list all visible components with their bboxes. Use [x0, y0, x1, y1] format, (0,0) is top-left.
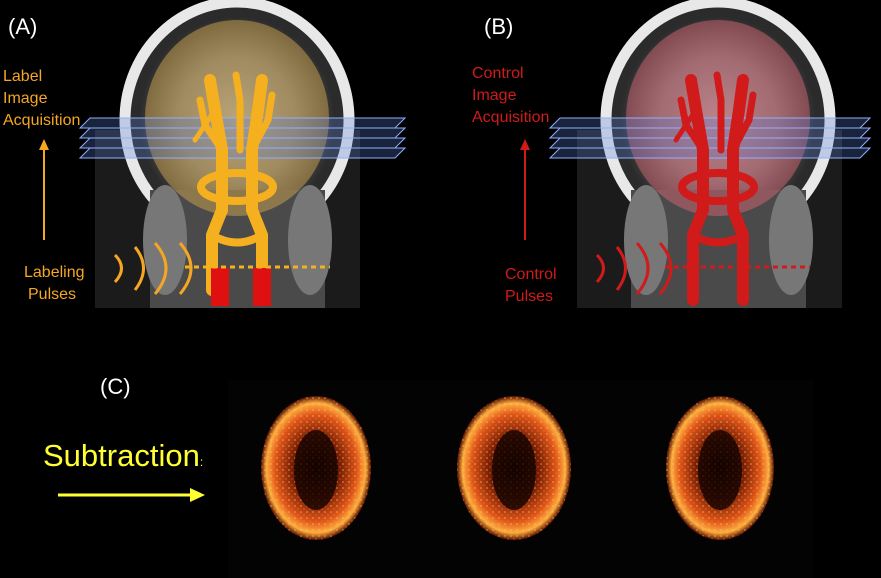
panel-b-up-arrow [520, 139, 530, 240]
panel-b-arteries [673, 71, 758, 306]
panel-b-slabs [548, 117, 872, 159]
perfusion-slice-2 [457, 396, 571, 540]
pulse-line: Labeling [24, 264, 85, 281]
pulse-line: Pulses [505, 288, 554, 305]
panel-b-pulses-label: Control Pulses [505, 264, 557, 308]
subtraction-arrow [58, 488, 205, 502]
panel-a-arteries [192, 71, 277, 296]
panel-a-up-arrow [39, 139, 49, 240]
subtraction-label: Subtraction: [43, 438, 203, 474]
acq-line: Image [472, 87, 517, 104]
panel-b-acquisition-label: Control Image Acquisition [472, 63, 549, 129]
pulse-line: Control [505, 266, 557, 283]
panel-b-pulse-arcs [595, 242, 673, 295]
perfusion-slice-1 [261, 396, 371, 540]
panel-a-carotid-right [253, 268, 271, 306]
perfusion-slice-3 [666, 396, 774, 540]
panel-c-perfusion-maps [228, 380, 814, 578]
pulse-line: Pulses [28, 286, 77, 303]
acq-line: Label [3, 68, 43, 85]
subtraction-text: Subtraction [43, 438, 200, 473]
acq-line: Control [472, 65, 524, 82]
panel-a-pulse-arcs [113, 242, 193, 295]
panel-c-letter: (C) [100, 374, 131, 399]
panel-a-letter: (A) [8, 14, 38, 39]
subtraction-suffix: : [199, 455, 204, 469]
panel-b-letter: (B) [484, 14, 514, 39]
acq-line: Image [3, 90, 48, 107]
acq-line: Acquisition [3, 112, 81, 129]
panel-a-acquisition-label: Label Image Acquisition [3, 66, 80, 132]
acq-line: Acquisition [472, 109, 550, 126]
panel-a-carotid-left [211, 268, 229, 306]
panel-a-pulses-label: Labeling Pulses [24, 262, 85, 306]
